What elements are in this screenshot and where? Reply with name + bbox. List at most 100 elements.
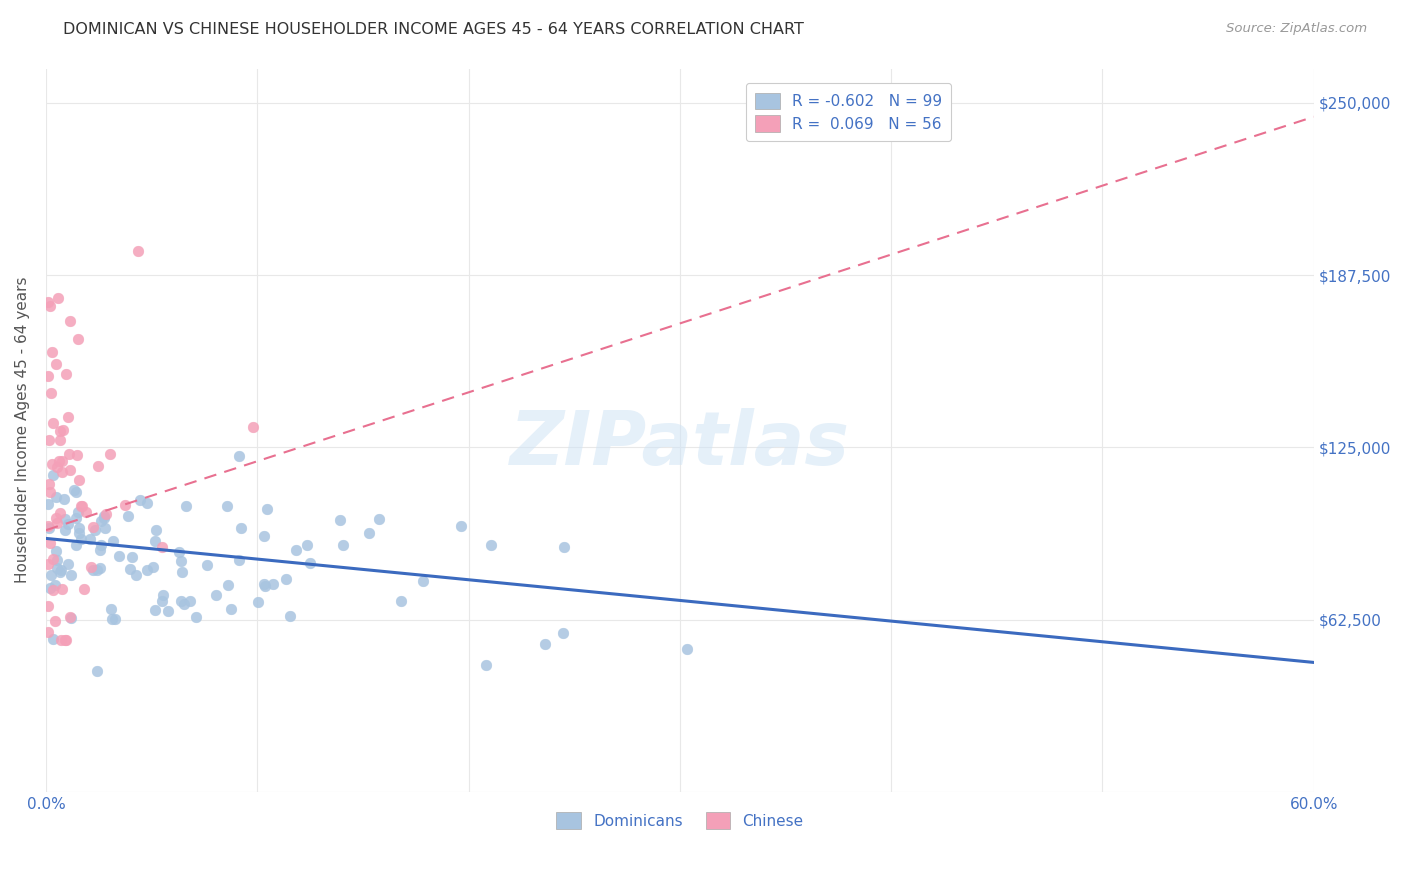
Point	[38, 477, 60, 491]
Point	[42, 467, 65, 482]
Point	[676, 641, 699, 656]
Point	[48, 454, 70, 468]
Point	[82, 563, 104, 577]
Point	[72, 499, 94, 513]
Point	[170, 565, 193, 579]
Point	[67, 525, 90, 540]
Point	[280, 609, 302, 624]
Point	[179, 594, 201, 608]
Point	[104, 611, 127, 625]
Point	[90, 514, 112, 528]
Point	[170, 554, 193, 568]
Point	[284, 542, 307, 557]
Point	[44, 614, 66, 628]
Point	[86, 665, 108, 679]
Point	[39, 568, 62, 582]
Point	[58, 447, 80, 461]
Point	[205, 587, 228, 601]
Point	[51, 454, 73, 468]
Point	[65, 537, 87, 551]
Point	[53, 491, 76, 506]
Point	[90, 538, 112, 552]
Point	[152, 588, 174, 602]
Point	[117, 508, 139, 523]
Point	[228, 553, 250, 567]
Point	[66, 448, 89, 462]
Point	[125, 568, 148, 582]
Point	[79, 532, 101, 546]
Point	[107, 549, 129, 563]
Point	[49, 633, 72, 648]
Point	[173, 597, 195, 611]
Point	[118, 561, 141, 575]
Point	[51, 563, 73, 577]
Point	[145, 533, 167, 548]
Point	[389, 594, 412, 608]
Point	[42, 632, 65, 647]
Point	[37, 519, 59, 533]
Point	[46, 560, 69, 574]
Point	[67, 332, 90, 346]
Point	[100, 602, 122, 616]
Point	[145, 523, 167, 537]
Point	[174, 500, 197, 514]
Point	[150, 593, 173, 607]
Point	[56, 410, 79, 425]
Point	[83, 524, 105, 538]
Point	[217, 500, 239, 514]
Point	[37, 624, 59, 639]
Point	[59, 462, 82, 476]
Point	[229, 521, 252, 535]
Point	[184, 610, 207, 624]
Point	[217, 578, 239, 592]
Point	[48, 434, 70, 448]
Point	[59, 314, 82, 328]
Point	[51, 582, 73, 596]
Point	[242, 420, 264, 434]
Point	[45, 544, 67, 558]
Point	[38, 581, 60, 595]
Point	[69, 499, 91, 513]
Point	[152, 540, 174, 554]
Point	[60, 611, 83, 625]
Point	[143, 603, 166, 617]
Point	[86, 564, 108, 578]
Point	[42, 416, 65, 430]
Point	[262, 576, 284, 591]
Point	[38, 299, 60, 313]
Point	[299, 556, 322, 570]
Point	[368, 512, 391, 526]
Point	[553, 540, 575, 554]
Point	[98, 447, 121, 461]
Point	[80, 560, 103, 574]
Point	[329, 513, 352, 527]
Point	[46, 516, 69, 530]
Legend: Dominicans, Chinese: Dominicans, Chinese	[550, 806, 810, 835]
Point	[253, 577, 276, 591]
Point	[37, 558, 59, 572]
Point	[167, 545, 190, 559]
Text: Source: ZipAtlas.com: Source: ZipAtlas.com	[1226, 22, 1367, 36]
Point	[253, 529, 276, 543]
Point	[253, 579, 276, 593]
Point	[274, 572, 297, 586]
Point	[67, 505, 90, 519]
Point	[46, 552, 69, 566]
Point	[55, 367, 77, 381]
Point	[75, 505, 97, 519]
Point	[41, 345, 63, 359]
Point	[37, 599, 59, 613]
Point	[53, 523, 76, 537]
Point	[82, 519, 104, 533]
Point	[58, 558, 80, 572]
Text: DOMINICAN VS CHINESE HOUSEHOLDER INCOME AGES 45 - 64 YEARS CORRELATION CHART: DOMINICAN VS CHINESE HOUSEHOLDER INCOME …	[63, 22, 804, 37]
Point	[479, 538, 502, 552]
Point	[37, 497, 59, 511]
Point	[94, 507, 117, 521]
Point	[256, 502, 278, 516]
Point	[39, 386, 62, 401]
Point	[135, 496, 157, 510]
Point	[100, 612, 122, 626]
Point	[45, 490, 67, 504]
Point	[58, 517, 80, 532]
